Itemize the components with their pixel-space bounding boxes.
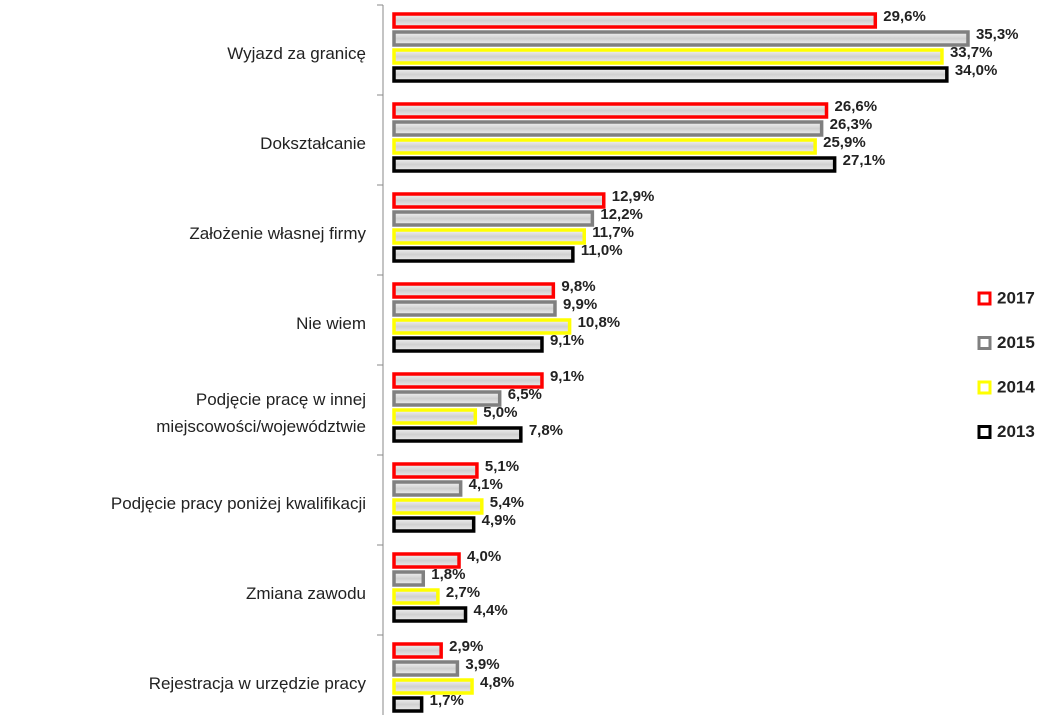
bar [392,102,829,119]
value-label: 4,4% [474,602,508,619]
bar [392,282,556,299]
legend-label: 2014 [997,377,1035,396]
bar [392,570,426,587]
value-label: 9,1% [550,368,584,385]
value-label: 25,9% [823,134,866,151]
value-label: 10,8% [578,314,621,331]
bar [392,660,460,677]
value-label: 4,8% [480,674,514,691]
bar [392,246,575,263]
value-label: 9,8% [561,278,595,295]
value-label: 7,8% [529,422,563,439]
bar [392,372,544,389]
category-label: Zmiana zawodu [245,583,366,603]
value-label: 4,9% [482,512,516,529]
legend-label: 2017 [997,288,1035,307]
bar [392,606,468,623]
bar [392,300,557,317]
legend-label: 2015 [997,333,1035,352]
bar [392,588,440,605]
value-label: 2,7% [446,584,480,601]
value-label: 1,8% [431,566,465,583]
value-label: 35,3% [976,26,1019,43]
category-label: Nie wiem [296,313,366,333]
bar [392,66,949,83]
legend-swatch [977,336,992,350]
legend-label: 2013 [997,422,1035,441]
value-label: 11,7% [592,224,634,241]
bar [392,552,461,569]
value-label: 12,9% [612,188,655,205]
bar [392,120,824,137]
value-label: 5,4% [490,494,524,511]
legend-swatch [977,380,992,395]
value-label: 34,0% [955,62,998,79]
category-label: Wyjazd za granicę [227,43,366,63]
value-label: 27,1% [843,152,886,169]
category-label: Dokształcanie [260,133,366,153]
bar [392,228,586,245]
value-label: 12,2% [600,206,643,223]
category-label: Założenie własnej firmy [189,223,366,243]
value-label: 26,6% [835,98,878,115]
bar [392,156,837,173]
value-label: 9,9% [563,296,597,313]
bar [392,318,572,335]
value-label: 3,9% [465,656,499,673]
bar [392,210,595,227]
bar [392,192,606,209]
bar [392,390,502,407]
value-label: 33,7% [950,44,993,61]
value-label: 9,1% [550,332,584,349]
value-label: 5,1% [485,458,519,475]
category-label: Rejestracja w urzędzie pracy [148,673,366,693]
bar [392,138,817,155]
value-label: 29,6% [883,8,926,25]
bar [392,426,523,443]
bar [392,462,479,479]
value-label: 1,7% [430,692,464,709]
bar [392,408,478,425]
value-label: 5,0% [483,404,517,421]
value-label: 4,0% [467,548,501,565]
bar [392,498,484,515]
bar [392,696,424,713]
value-label: 6,5% [508,386,542,403]
bar [392,642,443,659]
value-label: 26,3% [830,116,873,133]
value-label: 11,0% [581,242,623,259]
value-label: 2,9% [449,638,483,655]
bar [392,336,544,353]
bar [392,12,878,29]
legend-swatch [977,291,992,306]
category-label: Podjęcie pracy poniżej kwalifikacji [110,493,366,513]
bar [392,30,970,47]
category-label: Podjęcie pracę w innej miejscowości/woje… [156,390,366,436]
bar [392,516,476,533]
bar [392,678,474,695]
bar [392,48,944,65]
legend-swatch [977,425,992,439]
value-label: 4,1% [469,476,503,493]
bar [392,480,463,497]
